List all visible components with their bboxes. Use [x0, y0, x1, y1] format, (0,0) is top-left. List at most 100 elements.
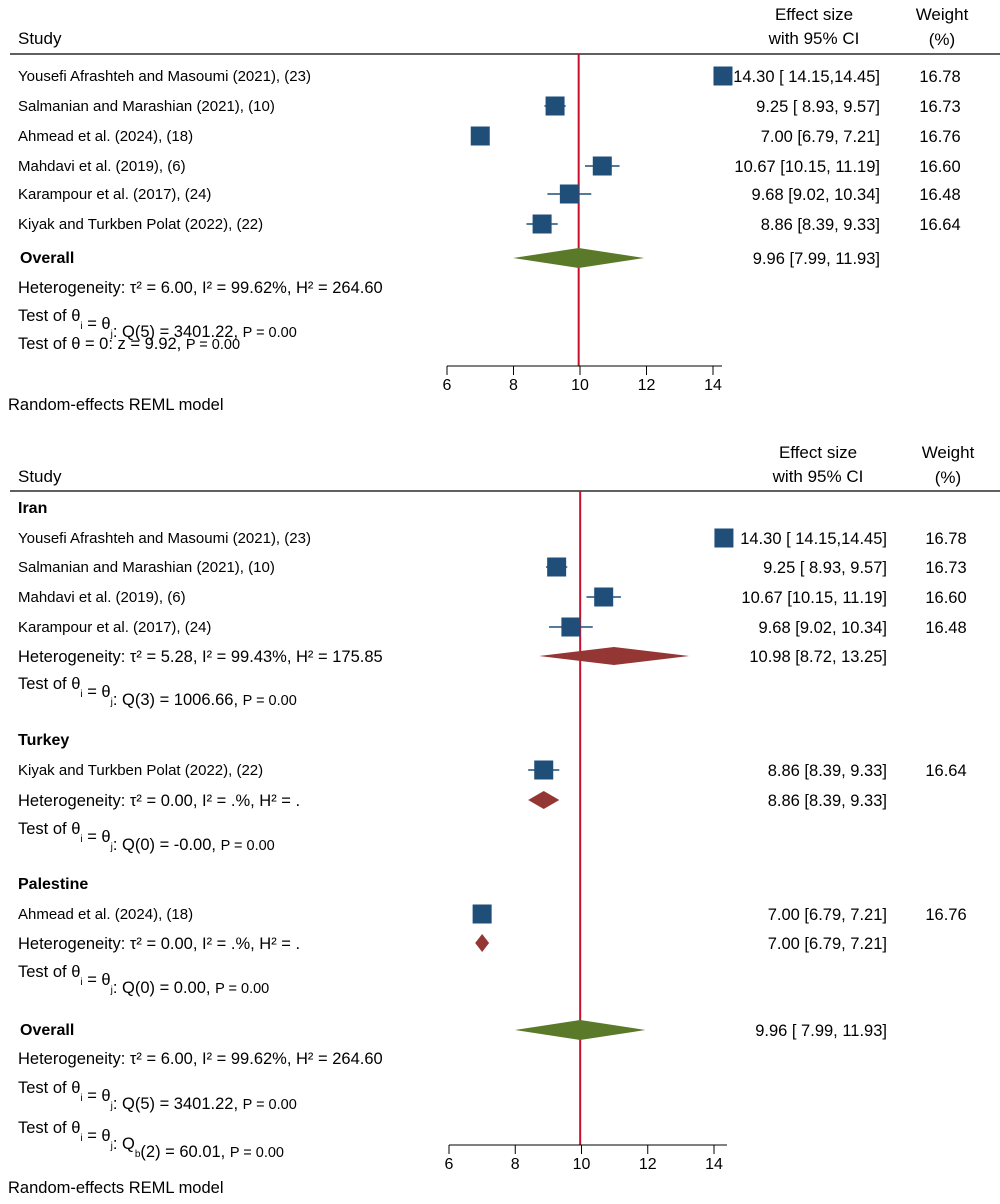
subscript: i: [80, 321, 82, 332]
overall-effect-ci: 9.96 [ 7.99, 11.93]: [755, 1022, 887, 1040]
x-axis-tick-label: 12: [639, 1156, 657, 1173]
subgroup-diamond: [528, 791, 560, 809]
study-weight: 16.76: [925, 906, 966, 924]
study-effect-marker: [547, 557, 567, 577]
study-weight: 16.48: [919, 186, 960, 204]
study-label: Kiyak and Turkben Polat (2022), (22): [18, 762, 263, 779]
model-footnote: Random-effects REML model: [8, 396, 224, 414]
stat-fragment: = θ: [83, 315, 111, 333]
test-stat-text: Test of θ = 0: z = 9.92, P = 0.00: [18, 335, 240, 353]
stat-fragment: : Q(0) = -0.00,: [113, 836, 221, 854]
heterogeneity-stat: Heterogeneity: τ² = 6.00, I² = 99.62%, H…: [18, 1050, 383, 1068]
study-effect-marker: [545, 96, 565, 116]
x-axis-tick-label: 10: [571, 377, 589, 394]
stat-fragment: = θ: [83, 1087, 111, 1105]
study-label: Mahdavi et al. (2019), (6): [18, 589, 186, 606]
stat-fragment: P = 0.00: [230, 1145, 284, 1161]
stat-fragment: P = 0.00: [186, 337, 240, 353]
x-axis-tick-label: 8: [509, 377, 518, 394]
x-axis-tick-label: 10: [573, 1156, 591, 1173]
study-label: Mahdavi et al. (2019), (6): [18, 158, 186, 175]
header-weight: Weight: [922, 443, 975, 462]
stat-fragment: : Q(5) = 3401.22,: [113, 1095, 243, 1113]
study-effect-marker: [472, 904, 492, 924]
header-effect-size: Effect size: [779, 443, 857, 462]
study-label: Salmanian and Marashian (2021), (10): [18, 98, 275, 115]
study-weight: 16.48: [925, 619, 966, 637]
subgroup-effect-ci: 10.98 [8.72, 13.25]: [749, 648, 887, 666]
header-study: Study: [18, 29, 62, 48]
study-effect-ci: 9.68 [9.02, 10.34]: [759, 619, 887, 637]
stat-fragment: = θ: [83, 683, 111, 701]
study-label: Yousefi Afrashteh and Masoumi (2021), (2…: [18, 68, 311, 85]
stat-fragment: P = 0.00: [243, 325, 297, 341]
subgroup-effect-ci: 7.00 [6.79, 7.21]: [768, 935, 887, 953]
stat-fragment: Test of θ = 0: z = 9.92,: [18, 335, 186, 353]
study-label: Yousefi Afrashteh and Masoumi (2021), (2…: [18, 530, 311, 547]
stat-fragment: Test of θ: [18, 307, 80, 325]
study-effect-ci: 10.67 [10.15, 11.19]: [741, 589, 887, 607]
study-weight: 16.64: [925, 762, 966, 780]
subgroup-title: Palestine: [18, 876, 88, 893]
subscript: i: [80, 1133, 82, 1144]
x-axis-tick-label: 6: [443, 377, 452, 394]
stat-fragment: = θ: [83, 1127, 111, 1145]
study-effect-marker: [594, 587, 614, 607]
stat-fragment: P = 0.00: [221, 838, 275, 854]
stat-fragment: P = 0.00: [243, 1097, 297, 1113]
study-label: Karampour et al. (2017), (24): [18, 619, 211, 636]
study-effect-ci: 8.86 [8.39, 9.33]: [768, 762, 887, 780]
model-footnote: Random-effects REML model: [8, 1179, 224, 1197]
subscript: i: [80, 834, 82, 845]
subscript: i: [80, 977, 82, 988]
study-effect-marker: [470, 126, 490, 146]
header-study: Study: [18, 467, 62, 486]
heterogeneity-stat: Heterogeneity: τ² = 6.00, I² = 99.62%, H…: [18, 279, 383, 297]
forest-plot-panel-subgroups: Study Effect size with 95% CI Weight (%) Iran…: [8, 443, 1000, 1197]
x-axis-tick-label: 14: [704, 377, 722, 394]
x-axis-tick-label: 14: [705, 1156, 723, 1173]
study-effect-ci: 7.00 [6.79, 7.21]: [761, 128, 880, 146]
study-weight: 16.78: [919, 68, 960, 86]
stat-fragment: Test of θ: [18, 1079, 80, 1097]
subscript: i: [80, 689, 82, 700]
study-effect-marker: [714, 528, 734, 548]
study-label: Salmanian and Marashian (2021), (10): [18, 559, 275, 576]
study-effect-ci: 9.25 [ 8.93, 9.57]: [756, 98, 880, 116]
study-weight: 16.60: [925, 589, 966, 607]
test-stat-text: Test of θi = θj: Q(3) = 1006.66, P = 0.0…: [18, 675, 297, 709]
study-weight: 16.60: [919, 158, 960, 176]
study-weight: 16.73: [925, 559, 966, 577]
stat-fragment: (2) = 60.01,: [140, 1143, 229, 1161]
subscript: j: [110, 985, 113, 996]
stat-fragment: = θ: [83, 971, 111, 989]
subgroup-diamond: [475, 934, 490, 952]
overall-effect-ci: 9.96 [7.99, 11.93]: [753, 250, 880, 268]
stat-fragment: Test of θ: [18, 963, 80, 981]
stat-fragment: : Q(5) = 3401.22,: [113, 323, 243, 341]
subgroup-effect-ci: 8.86 [8.39, 9.33]: [768, 792, 887, 810]
subscript: j: [110, 1101, 113, 1112]
stat-fragment: Test of θ: [18, 1119, 80, 1137]
study-effect-marker: [532, 214, 552, 234]
study-effect-marker: [713, 66, 733, 86]
stat-fragment: Test of θ: [18, 675, 80, 693]
subscript: j: [110, 329, 113, 340]
study-label: Kiyak and Turkben Polat (2022), (22): [18, 216, 263, 233]
subscript: b: [135, 1149, 141, 1160]
study-effect-marker: [592, 156, 612, 176]
study-weight: 16.64: [919, 216, 960, 234]
header-effect-size: Effect size: [775, 5, 853, 24]
test-stat-text: Test of θi = θj: Q(0) = -0.00, P = 0.00: [18, 820, 275, 854]
study-effect-ci: 7.00 [6.79, 7.21]: [768, 906, 887, 924]
study-effect-ci: 10.67 [10.15, 11.19]: [734, 158, 880, 176]
test-stat-text: Test of θi = θj: Q(5) = 3401.22, P = 0.0…: [18, 1079, 297, 1113]
forest-plot-panel-overall: Study Effect size with 95% CI Weight (%) Yous…: [8, 5, 1000, 414]
study-effect-ci: 9.25 [ 8.93, 9.57]: [763, 559, 887, 577]
stat-fragment: P = 0.00: [243, 693, 297, 709]
stat-fragment: : Q: [113, 1135, 135, 1153]
overall-label: Overall: [20, 250, 74, 267]
header-weight: Weight: [916, 5, 969, 24]
subscript: j: [110, 1141, 113, 1152]
